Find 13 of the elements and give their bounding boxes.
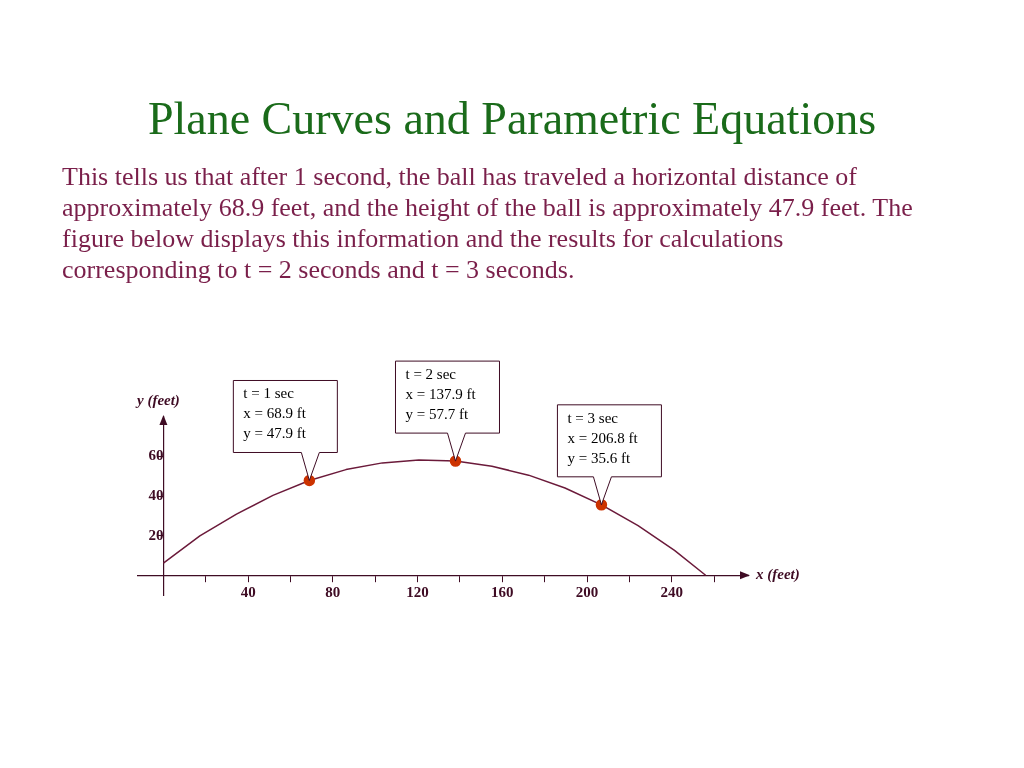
annotation: t = 2 sec x = 137.9 ft y = 57.7 ft — [405, 366, 477, 423]
y-axis-title: y (feet) — [134, 392, 180, 410]
annotation: t = 3 sec x = 206.8 ft y = 35.6 ft — [567, 409, 639, 466]
x-tick-label: 160 — [491, 584, 514, 601]
x-axis-title: x (feet) — [755, 566, 800, 584]
x-tick-label: 120 — [406, 584, 429, 601]
x-tick-label: 40 — [240, 584, 256, 601]
chart-title: Plane Curves and Parametric Equations — [146, 92, 878, 145]
x-tick-label: 240 — [660, 584, 683, 601]
chart-subtitle: This tells us that after 1 second, the ball has traveled a horizontal distance of approximately 68.9 feet, and the height of the ball is approximately 47.9 feet. The figure below displays this information and the results for calculations corresponding to t = 2 seconds and t = 3 seconds. — [62, 161, 914, 285]
x-tick-label: 80 — [325, 584, 341, 601]
x-tick-label: 200 — [575, 584, 599, 601]
annotation: t = 1 sec x = 68.9 ft y = 47.9 ft — [243, 385, 307, 442]
